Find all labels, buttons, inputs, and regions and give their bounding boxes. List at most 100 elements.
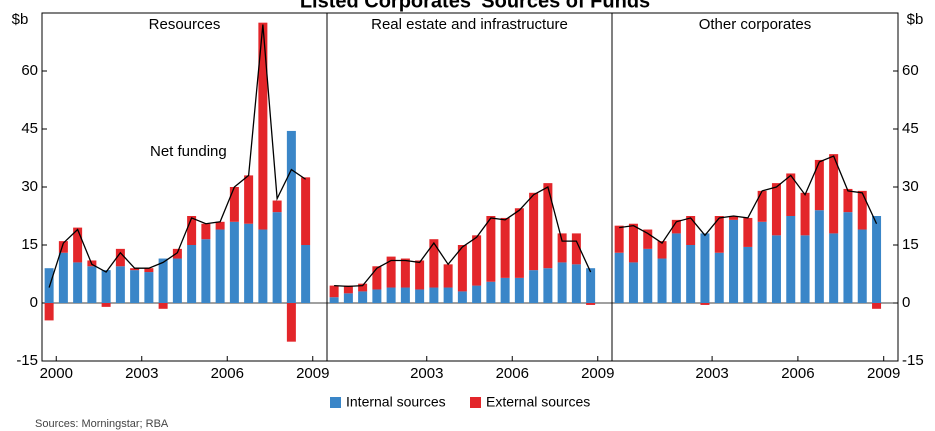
bar [800,235,810,303]
bar [628,223,638,263]
bar [358,283,368,292]
bar [115,248,125,267]
y-tick-label: -15 [16,352,38,369]
y-tick-label: 30 [902,178,919,195]
bar [472,285,482,303]
bar [158,303,168,309]
bar [857,229,867,303]
y-unit-right: $b [907,11,924,28]
bar [771,235,781,303]
bar [571,233,581,265]
y-tick-label: 15 [21,236,38,253]
x-tick-label: 2003 [125,365,158,382]
bar [358,291,368,303]
bar [814,210,824,303]
bar [586,268,596,303]
bar [671,233,681,303]
bar [229,221,239,303]
bar [172,248,182,259]
bar [543,183,553,269]
bar [872,216,882,303]
bar [400,258,410,288]
legend-swatch [330,397,341,408]
bar [244,223,254,303]
bar [329,285,339,298]
bar [686,216,696,245]
bar [729,219,739,303]
bar [115,266,125,303]
annotation: Net funding [150,143,227,160]
bar [700,233,710,303]
bar [757,221,767,303]
bar [486,281,496,303]
bar [144,272,154,303]
bar [58,252,68,303]
bar [614,252,624,303]
bar [814,159,824,211]
bar [457,245,467,292]
bar [557,262,567,303]
bar [671,219,681,234]
bar [158,258,168,303]
bar [500,217,510,278]
bar [771,183,781,236]
bar [386,256,396,288]
bar [657,241,667,259]
x-tick-label: 2009 [867,365,900,382]
bar [415,289,425,303]
bar [857,190,867,230]
bar [386,287,396,303]
bar [130,270,140,303]
y-tick-label: 0 [902,294,910,311]
y-tick-label: 0 [30,294,38,311]
bar [429,287,439,303]
y-tick-label: 15 [902,236,919,253]
y-tick-label: 30 [21,178,38,195]
bar [514,277,524,303]
bar [144,268,154,273]
bar [529,192,539,271]
bar [258,22,268,230]
x-tick-label: 2003 [410,365,443,382]
plot-frame [41,12,899,362]
y-unit-left: $b [12,11,29,28]
bar [286,303,296,342]
bar [372,289,382,303]
bar [258,229,268,303]
bar [743,217,753,247]
bar [244,175,254,224]
panel-title: Resources [149,16,221,33]
bar [73,227,83,263]
x-tick-label: 2009 [581,365,614,382]
bar [301,177,311,245]
bar [272,200,282,213]
bar [343,293,353,303]
x-tick-label: 2003 [695,365,728,382]
panel-title: Other corporates [699,16,812,33]
x-tick-label: 2000 [40,365,73,382]
bar [486,216,496,282]
bar [714,252,724,303]
bar [786,173,796,216]
bar [843,188,853,213]
bar [429,239,439,288]
bar [415,260,425,290]
y-tick-label: 60 [21,62,38,79]
bar [187,216,197,245]
bar [586,303,596,305]
bar [657,258,667,303]
bar [187,245,197,303]
bar [872,303,882,309]
bar [557,233,567,263]
bar [44,303,54,321]
y-tick-label: 45 [21,120,38,137]
bar [729,216,739,220]
net-funding-line [619,155,878,244]
bar [101,303,111,307]
x-tick-label: 2006 [781,365,814,382]
net-funding-line [334,186,592,288]
y-tick-label: 60 [902,62,919,79]
bar [301,245,311,303]
net-funding-line [48,24,306,288]
